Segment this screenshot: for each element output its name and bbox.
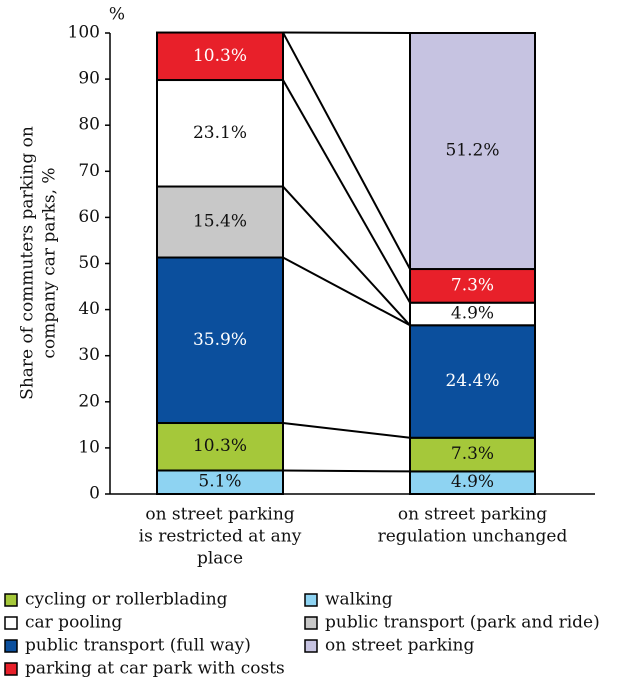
value-label: 7.3% [451, 444, 494, 464]
y-axis-label-line: company car parks, % [40, 167, 60, 358]
value-label: 51.2% [445, 141, 499, 161]
connector [283, 187, 410, 326]
x-tick-label: place [197, 549, 243, 569]
y-tick-label: 40 [78, 299, 100, 319]
value-label: 15.4% [193, 212, 247, 232]
y-axis-label-line: Share of commuters parking on [18, 126, 38, 400]
legend-swatch [305, 617, 317, 629]
legend-swatch [5, 663, 17, 675]
y-unit: % [109, 5, 125, 25]
y-tick-label: 80 [78, 115, 100, 135]
y-tick-label: 30 [78, 345, 100, 365]
y-tick-label: 60 [78, 207, 100, 227]
x-tick-label: on street parking [398, 505, 547, 525]
y-tick-label: 70 [78, 161, 100, 181]
y-tick-label: 50 [78, 253, 100, 273]
legend-swatch [5, 617, 17, 629]
legend-swatch [305, 640, 317, 652]
legend-label: parking at car park with costs [25, 659, 285, 679]
connector [283, 423, 410, 438]
value-label: 7.3% [451, 275, 494, 295]
connector [283, 470, 410, 471]
y-tick-label: 90 [78, 69, 100, 89]
x-tick-label: on street parking [145, 505, 294, 525]
y-tick-label: 20 [78, 391, 100, 411]
legend-label: car pooling [25, 613, 122, 633]
legend-label: public transport (full way) [25, 636, 251, 656]
value-label: 5.1% [198, 472, 241, 492]
y-tick-label: 10 [78, 437, 100, 457]
connector [283, 80, 410, 303]
connector [283, 33, 410, 269]
value-label: 4.9% [451, 303, 494, 323]
y-tick-label: 100 [68, 23, 100, 43]
legend-label: public transport (park and ride) [325, 613, 600, 633]
x-tick-label: regulation unchanged [378, 527, 568, 547]
legend-label: on street parking [325, 636, 474, 656]
value-label: 24.4% [445, 371, 499, 391]
value-label: 4.9% [451, 472, 494, 492]
value-label: 35.9% [193, 330, 247, 350]
legend-swatch [5, 640, 17, 652]
legend-swatch [305, 594, 317, 606]
y-axis-label: Share of commuters parking on company ca… [18, 126, 60, 400]
x-tick-label: is restricted at any [139, 527, 302, 547]
legend-label: walking [325, 590, 393, 610]
y-tick-label: 0 [89, 484, 100, 504]
legend-swatch [5, 594, 17, 606]
value-label: 10.3% [193, 46, 247, 66]
value-label: 10.3% [193, 436, 247, 456]
value-label: 23.1% [193, 123, 247, 143]
legend-label: cycling or rollerblading [25, 590, 228, 610]
